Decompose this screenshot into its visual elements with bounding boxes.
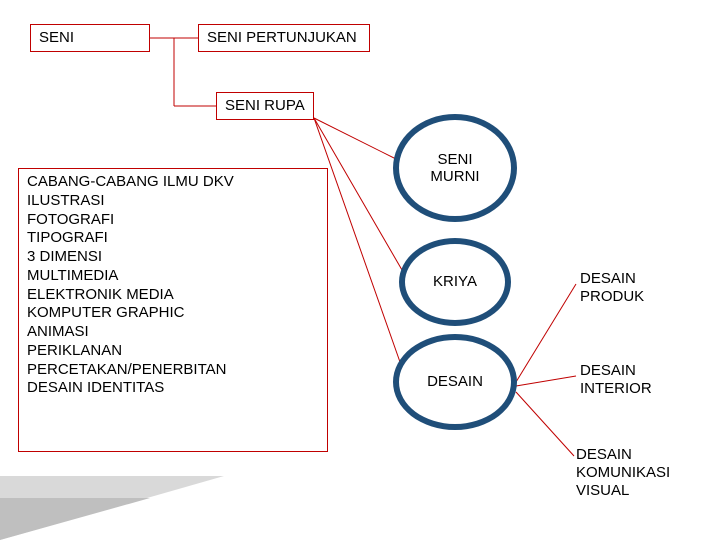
list-item: MULTIMEDIA <box>27 267 118 286</box>
list-item: FOTOGRAFI <box>27 211 114 230</box>
oval-kriya-text: KRIYA <box>433 273 477 290</box>
list-item: PERIKLANAN <box>27 342 122 361</box>
list-item: CABANG-CABANG ILMU DKV <box>27 173 234 192</box>
oval-kriya: KRIYA <box>399 238 511 326</box>
shadow-2 <box>0 498 150 540</box>
label-desain-produk: DESAIN PRODUK <box>580 270 644 306</box>
label-desain-produk-l2: PRODUK <box>580 288 644 306</box>
label-dkv-l2: KOMUNIKASI <box>576 464 670 482</box>
box-cabang-list: CABANG-CABANG ILMU DKVILUSTRASIFOTOGRAFI… <box>18 168 328 452</box>
label-dkv-l3: VISUAL <box>576 482 670 500</box>
box-seni-rupa-text: SENI RUPA <box>225 97 305 116</box>
oval-desain: DESAIN <box>393 334 517 430</box>
list-item: DESAIN IDENTITAS <box>27 379 164 398</box>
oval-desain-text: DESAIN <box>427 373 483 390</box>
box-seni-text: SENI <box>39 29 74 48</box>
label-desain-komunikasi-visual: DESAIN KOMUNIKASI VISUAL <box>576 446 670 500</box>
list-item: TIPOGRAFI <box>27 229 108 248</box>
box-seni-pertunjukan-text: SENI PERTUNJUKAN <box>207 29 357 48</box>
label-desain-interior: DESAIN INTERIOR <box>580 362 652 398</box>
list-item: PERCETAKAN/PENERBITAN <box>27 361 226 380</box>
label-dkv-l1: DESAIN <box>576 446 670 464</box>
oval-seni-murni-line2: MURNI <box>430 168 479 185</box>
oval-seni-murni-line1: SENI <box>430 151 479 168</box>
oval-seni-murni: SENI MURNI <box>393 114 517 222</box>
box-seni: SENI <box>30 24 150 52</box>
list-item: ANIMASI <box>27 323 89 342</box>
list-item: KOMPUTER GRAPHIC <box>27 304 185 323</box>
label-desain-produk-l1: DESAIN <box>580 270 644 288</box>
box-seni-rupa: SENI RUPA <box>216 92 314 120</box>
list-item: ELEKTRONIK MEDIA <box>27 286 174 305</box>
label-desain-interior-l2: INTERIOR <box>580 380 652 398</box>
label-desain-interior-l1: DESAIN <box>580 362 652 380</box>
box-seni-pertunjukan: SENI PERTUNJUKAN <box>198 24 370 52</box>
list-item: ILUSTRASI <box>27 192 105 211</box>
list-item: 3 DIMENSI <box>27 248 102 267</box>
